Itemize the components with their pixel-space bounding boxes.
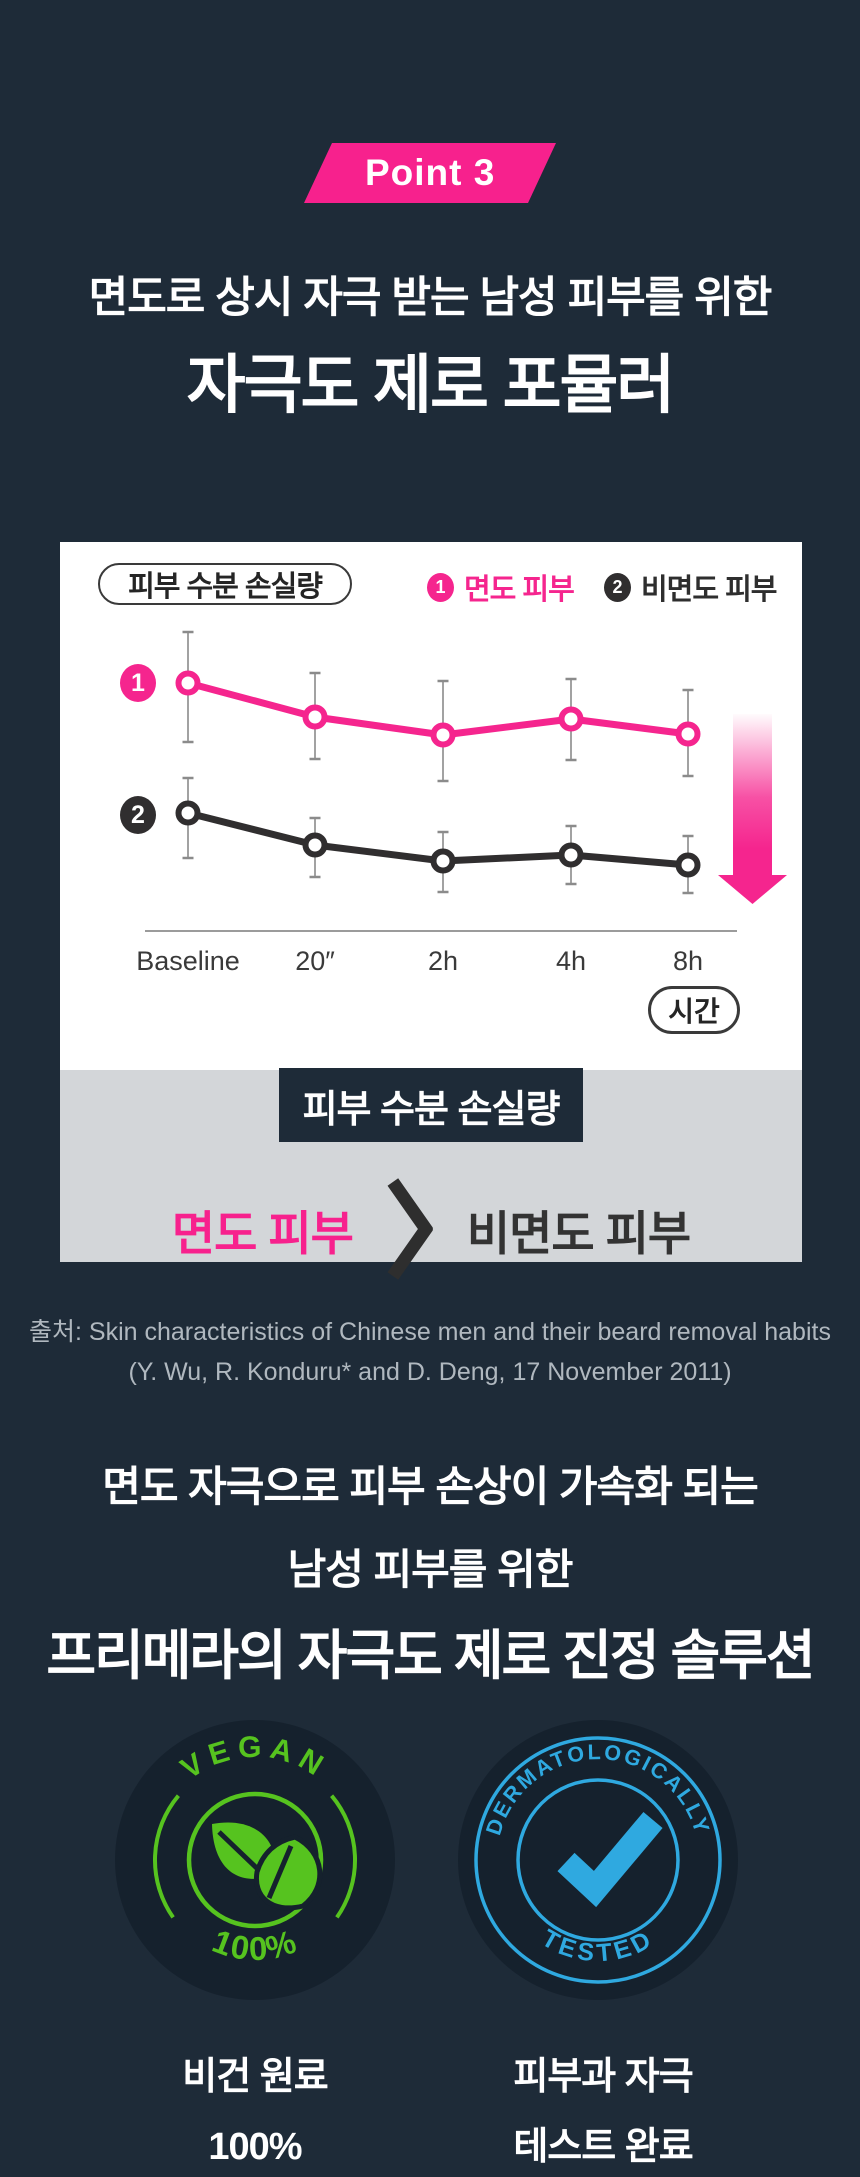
point-badge: Point 3 (304, 143, 556, 203)
greater-than-icon (387, 1178, 433, 1280)
data-point-marker (175, 800, 201, 826)
vegan-caption: 비건 원료 100% (110, 2052, 400, 2172)
data-point-marker (430, 848, 456, 874)
data-point-marker (430, 722, 456, 748)
vegan-inner-ring (186, 1791, 324, 1929)
derma-caption: 피부과 자극 테스트 완료 (458, 2052, 748, 2172)
solution-text: 면도 자극으로 피부 손상이 가속화 되는 남성 피부를 위한 프리메라의 자극… (0, 1460, 860, 1691)
legend-marker-2: 2 (604, 572, 631, 602)
x-axis-label-pill: 시간 (648, 986, 740, 1034)
x-tick-label: 4h (556, 946, 586, 976)
x-tick-label: 20″ (295, 946, 335, 976)
derma-caption-line2: 테스트 완료 (513, 2126, 693, 2168)
data-point-marker (302, 704, 328, 730)
comparison-left-label: 면도 피부 (171, 1206, 354, 1260)
vegan-stamp: VEGAN 100% (115, 1720, 395, 2000)
vegan-caption-line1: 비건 원료 (182, 2056, 328, 2098)
leaf-icon (212, 1822, 323, 1911)
citation-line1: 출처: Skin characteristics of Chinese men … (29, 1318, 831, 1346)
derma-inner-ring (516, 1778, 680, 1942)
headline-line2: 자극도 제로 포뮬러 (186, 349, 676, 421)
vegan-caption-line2: 100% (208, 2126, 302, 2168)
data-point-marker (558, 842, 584, 868)
series-number-2: 2 (120, 796, 156, 834)
solution-line2: 남성 피부를 위한 (287, 1546, 574, 1593)
data-point-marker (675, 721, 701, 747)
legend-item-unshaved: 2 비면도 피부 (604, 572, 777, 606)
result-badge: 피부 수분 손실량 (279, 1068, 583, 1142)
derma-caption-line1: 피부과 자극 (513, 2056, 693, 2098)
result-section: 피부 수분 손실량 면도 피부 비면도 피부 (60, 1068, 802, 1280)
derma-outer-ring (474, 1736, 722, 1984)
data-point-marker (675, 852, 701, 878)
vegan-left-arc (153, 1794, 180, 1919)
x-tick-label: 2h (428, 946, 458, 976)
legend-label-shaved: 면도 피부 (464, 574, 575, 606)
trend-down-arrow (718, 714, 787, 904)
solution-line3: 프리메라의 자극도 제로 진정 솔루션 (46, 1626, 815, 1686)
check-icon (557, 1811, 663, 1908)
data-point-marker (558, 706, 584, 732)
headline-line1: 면도로 상시 자극 받는 남성 피부를 위한 (88, 274, 773, 322)
data-point-marker (175, 670, 201, 696)
data-point-marker (302, 832, 328, 858)
x-tick-label: 8h (673, 946, 703, 976)
legend-item-shaved: 1 면도 피부 (427, 572, 575, 606)
chart-card: 피부 수분 손실량 1 면도 피부 2 비면도 피부 Baseline 20″ 2h… (60, 542, 802, 1280)
citation-line2: (Y. Wu, R. Konduru* and D. Deng, 17 Nove… (128, 1358, 732, 1386)
moisture-loss-line-chart: Baseline 20″ 2h 4h 8h (136, 630, 787, 976)
comparison-right-label: 비면도 피부 (466, 1206, 691, 1260)
comparison-row: 면도 피부 비면도 피부 (171, 1175, 691, 1283)
series-number-1: 1 (120, 664, 156, 702)
citation: 출처: Skin characteristics of Chinese men … (0, 1312, 860, 1392)
point-badge-label: Point 3 (364, 152, 496, 193)
solution-line1: 면도 자극으로 피부 손상이 가속화 되는 (102, 1463, 759, 1510)
derma-stamp: DERMATOLOGICALLY TESTED (458, 1720, 738, 2000)
derma-stamp-bg (458, 1720, 738, 2000)
chart-title-pill: 피부 수분 손실량 (98, 563, 352, 605)
vegan-right-arc (330, 1794, 357, 1919)
legend-label-unshaved: 비면도 피부 (641, 574, 777, 606)
x-tick-label: Baseline (136, 946, 240, 976)
legend-marker-1: 1 (427, 572, 454, 602)
